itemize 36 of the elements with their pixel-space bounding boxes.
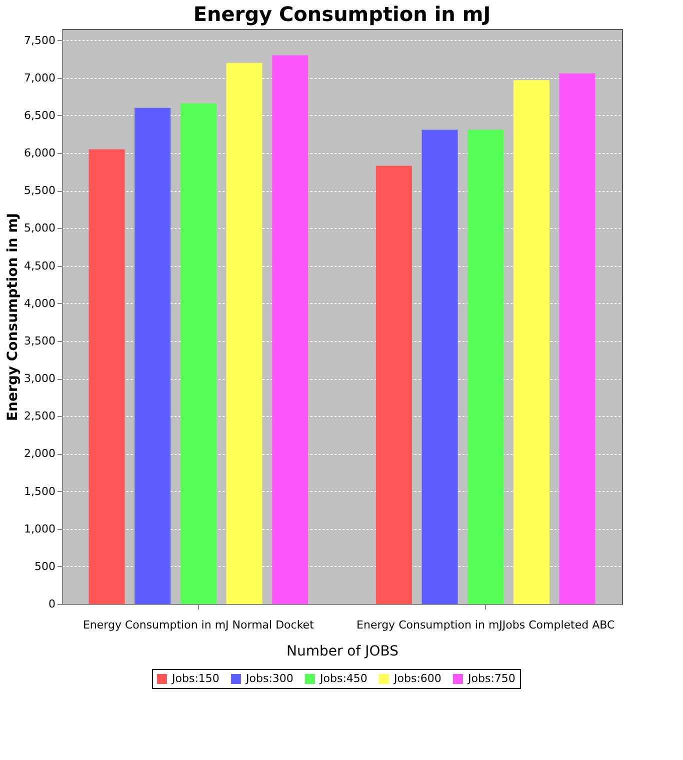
bar [226, 62, 262, 604]
bar [134, 108, 171, 604]
y-tick-label: 7,000 [24, 71, 56, 84]
x-tick-label: Energy Consumption in mJ Normal Docket [82, 618, 315, 632]
y-tick-label: 0 [48, 598, 56, 610]
y-tick-label: 5,000 [24, 222, 56, 235]
y-tick-label: 3,500 [24, 334, 56, 348]
legend-label: Jobs:600 [393, 672, 442, 685]
x-tick-label: Energy Consumption in mJJobs Completed ABC [356, 618, 615, 632]
y-tick-label: 1,500 [24, 484, 56, 498]
bar [376, 166, 412, 604]
y-tick-label: 7,500 [24, 34, 56, 47]
legend-label: Jobs:150 [171, 672, 220, 685]
y-tick-label: 2,500 [24, 410, 56, 423]
bar [559, 73, 596, 604]
legend-label: Jobs:750 [467, 672, 516, 685]
bar [468, 130, 504, 604]
y-tick-label: 6,000 [24, 146, 56, 160]
bar [88, 149, 125, 604]
bar [272, 55, 308, 604]
y-tick-label: 6,500 [24, 108, 56, 122]
y-tick-label: 5,500 [24, 184, 56, 198]
bar [513, 80, 550, 604]
y-tick-label: 3,000 [24, 372, 56, 386]
legend-label: Jobs:450 [319, 672, 368, 685]
y-axis-title: Energy Consumption in mJ [5, 212, 22, 422]
x-axis-title: Number of JOBS [286, 644, 399, 660]
chart-title: Energy Consumption in mJ [193, 2, 491, 26]
y-tick-label: 500 [34, 560, 56, 573]
y-tick-label: 2,000 [24, 447, 56, 460]
y-tick-label: 1,000 [24, 522, 56, 536]
y-tick-label: 4,000 [24, 296, 56, 310]
bar [180, 103, 216, 604]
legend-label: Jobs:300 [245, 672, 294, 685]
bar [422, 130, 458, 604]
y-tick-label: 4,500 [24, 259, 56, 272]
